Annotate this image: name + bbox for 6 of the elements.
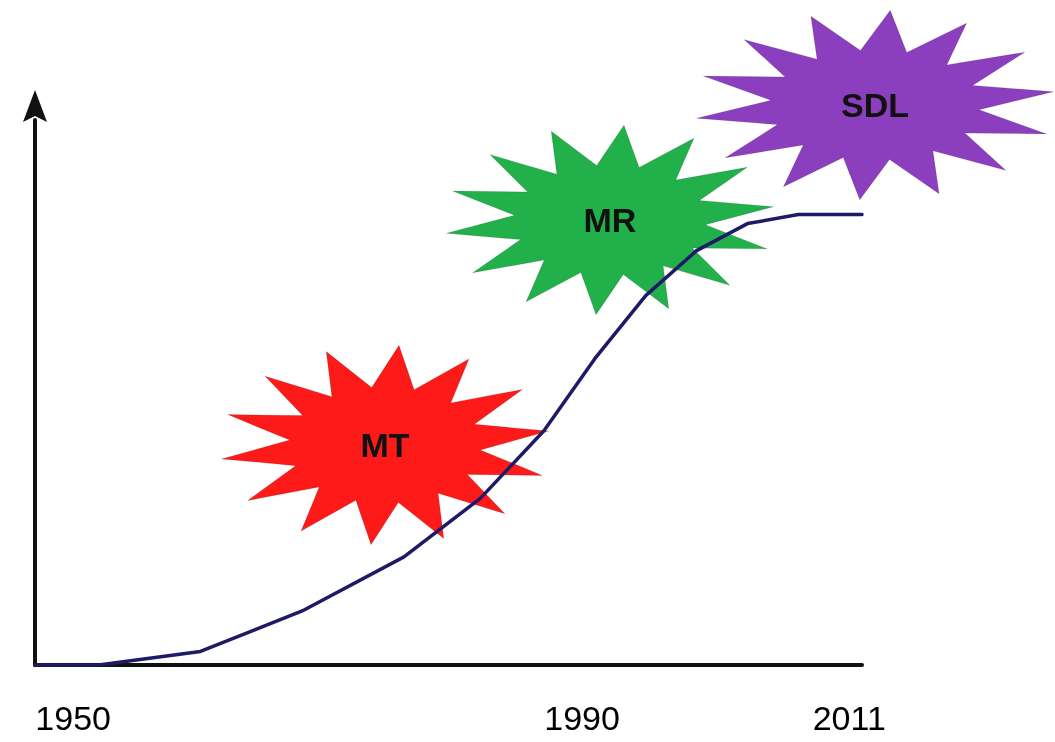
text: SDL: [841, 85, 909, 125]
annotation: MT: [360, 425, 410, 465]
x-tick-label: 2011: [812, 699, 886, 737]
annotation: MR: [583, 200, 637, 240]
x-tick-label: 1990: [544, 699, 620, 737]
x-tick-label: 1950: [35, 699, 111, 737]
